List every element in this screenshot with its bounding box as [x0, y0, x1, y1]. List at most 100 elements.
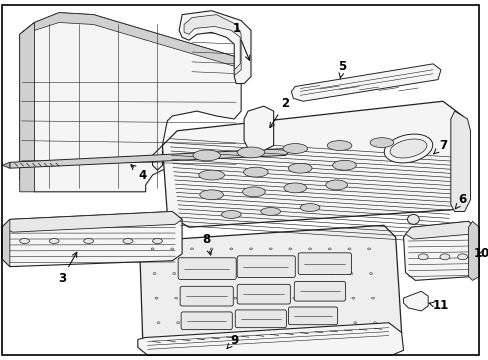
Text: 1: 1: [232, 22, 249, 60]
Polygon shape: [2, 211, 182, 232]
Ellipse shape: [123, 239, 133, 243]
Ellipse shape: [369, 138, 393, 148]
Polygon shape: [162, 101, 467, 227]
Polygon shape: [2, 162, 10, 168]
Ellipse shape: [229, 248, 232, 250]
Polygon shape: [20, 13, 241, 72]
Ellipse shape: [83, 239, 93, 243]
Text: 3: 3: [58, 252, 77, 285]
Ellipse shape: [233, 297, 236, 299]
Ellipse shape: [294, 322, 297, 324]
Ellipse shape: [373, 322, 376, 324]
Text: 6: 6: [454, 193, 466, 209]
Polygon shape: [20, 13, 241, 192]
Ellipse shape: [251, 273, 254, 274]
Polygon shape: [403, 221, 478, 280]
Ellipse shape: [237, 147, 264, 158]
Ellipse shape: [260, 208, 280, 215]
Ellipse shape: [325, 180, 347, 190]
Polygon shape: [468, 221, 478, 280]
Text: 5: 5: [338, 60, 346, 79]
Ellipse shape: [349, 273, 352, 274]
Ellipse shape: [243, 167, 268, 177]
Ellipse shape: [300, 204, 319, 211]
Ellipse shape: [170, 248, 173, 250]
Ellipse shape: [20, 239, 29, 243]
Ellipse shape: [290, 273, 293, 274]
Ellipse shape: [269, 248, 272, 250]
Polygon shape: [2, 211, 182, 267]
Ellipse shape: [310, 273, 313, 274]
Ellipse shape: [389, 139, 426, 158]
Ellipse shape: [439, 254, 449, 260]
Ellipse shape: [331, 297, 334, 299]
Ellipse shape: [384, 134, 432, 163]
Ellipse shape: [327, 248, 330, 250]
FancyBboxPatch shape: [181, 312, 232, 330]
Polygon shape: [10, 149, 288, 168]
FancyBboxPatch shape: [298, 253, 351, 274]
Ellipse shape: [333, 322, 336, 324]
Ellipse shape: [332, 160, 356, 170]
FancyBboxPatch shape: [237, 284, 290, 304]
Ellipse shape: [253, 297, 256, 299]
Polygon shape: [183, 15, 241, 76]
Ellipse shape: [192, 273, 195, 274]
Ellipse shape: [329, 273, 332, 274]
Ellipse shape: [249, 248, 252, 250]
Ellipse shape: [292, 297, 295, 299]
Ellipse shape: [371, 297, 374, 299]
Ellipse shape: [235, 322, 238, 324]
Ellipse shape: [283, 144, 307, 153]
Polygon shape: [138, 323, 403, 355]
FancyBboxPatch shape: [294, 282, 345, 301]
Text: 4: 4: [131, 165, 146, 181]
Polygon shape: [140, 225, 401, 349]
Ellipse shape: [326, 141, 351, 150]
Ellipse shape: [308, 248, 311, 250]
FancyBboxPatch shape: [178, 258, 236, 279]
Text: 8: 8: [202, 233, 211, 255]
Polygon shape: [20, 23, 34, 192]
Ellipse shape: [212, 273, 215, 274]
Text: 11: 11: [428, 300, 448, 312]
FancyBboxPatch shape: [180, 286, 233, 306]
Ellipse shape: [155, 297, 158, 299]
Ellipse shape: [417, 254, 427, 260]
Polygon shape: [179, 11, 250, 84]
Text: 2: 2: [269, 97, 289, 127]
Ellipse shape: [457, 254, 467, 260]
Ellipse shape: [151, 248, 154, 250]
Ellipse shape: [275, 322, 278, 324]
Ellipse shape: [196, 322, 199, 324]
Ellipse shape: [288, 248, 291, 250]
Ellipse shape: [231, 273, 234, 274]
Ellipse shape: [193, 150, 220, 161]
Ellipse shape: [312, 297, 315, 299]
Polygon shape: [2, 219, 10, 267]
FancyBboxPatch shape: [288, 307, 337, 325]
Ellipse shape: [353, 322, 356, 324]
Text: 10: 10: [473, 247, 488, 260]
Polygon shape: [405, 221, 475, 239]
Ellipse shape: [214, 297, 217, 299]
Text: 7: 7: [433, 139, 446, 154]
Ellipse shape: [152, 239, 162, 243]
Ellipse shape: [190, 248, 193, 250]
Ellipse shape: [199, 170, 224, 180]
Ellipse shape: [176, 322, 179, 324]
Text: 9: 9: [226, 334, 238, 348]
Ellipse shape: [157, 322, 160, 324]
Ellipse shape: [216, 322, 219, 324]
Ellipse shape: [194, 297, 197, 299]
Ellipse shape: [288, 163, 311, 173]
Ellipse shape: [347, 248, 350, 250]
Ellipse shape: [174, 297, 177, 299]
Ellipse shape: [49, 239, 59, 243]
Ellipse shape: [271, 273, 274, 274]
Ellipse shape: [273, 297, 276, 299]
FancyBboxPatch shape: [237, 256, 295, 278]
Ellipse shape: [210, 248, 213, 250]
Ellipse shape: [369, 273, 372, 274]
Ellipse shape: [255, 322, 258, 324]
